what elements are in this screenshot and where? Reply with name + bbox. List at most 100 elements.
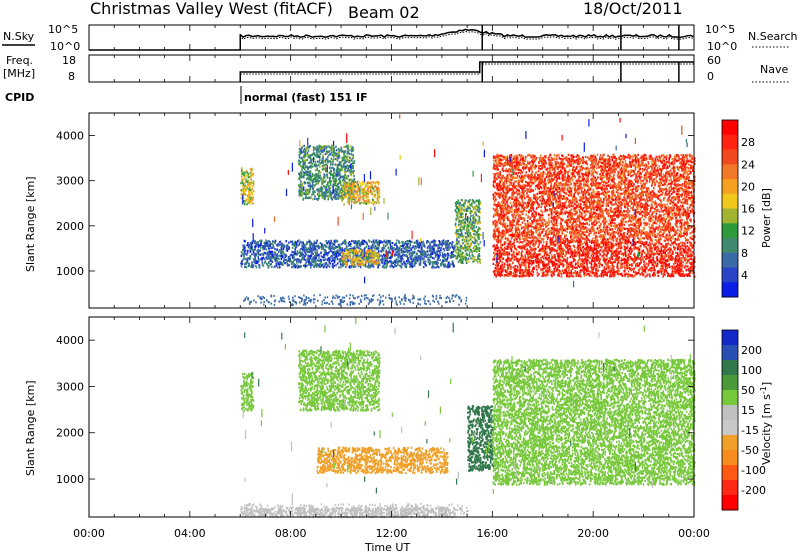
range-cell bbox=[457, 252, 459, 255]
range-cell bbox=[527, 262, 530, 265]
range-cell bbox=[310, 241, 313, 244]
range-cell bbox=[453, 247, 456, 250]
range-cell bbox=[371, 192, 374, 195]
range-cell bbox=[439, 243, 441, 246]
range-cell bbox=[373, 251, 376, 254]
range-cell bbox=[331, 153, 333, 156]
range-cell bbox=[472, 250, 474, 253]
range-cell bbox=[353, 263, 355, 266]
range-cell bbox=[322, 246, 325, 249]
range-cell bbox=[339, 252, 341, 255]
range-cell bbox=[303, 156, 306, 159]
range-cell bbox=[266, 253, 268, 256]
range-cell bbox=[426, 240, 429, 243]
range-cell bbox=[251, 173, 253, 176]
range-cell bbox=[455, 231, 458, 234]
range-cell bbox=[325, 147, 328, 150]
range-cell bbox=[280, 257, 283, 261]
range-cell bbox=[369, 260, 371, 263]
range-cell bbox=[435, 261, 437, 264]
range-cell bbox=[339, 180, 342, 183]
range-cell bbox=[395, 265, 397, 268]
range-cell bbox=[309, 246, 312, 249]
range-cell bbox=[341, 159, 344, 162]
range-cell bbox=[240, 192, 243, 195]
range-cell bbox=[334, 257, 336, 260]
range-cell bbox=[419, 242, 421, 245]
range-cell bbox=[261, 257, 263, 260]
range-cell bbox=[316, 197, 318, 200]
range-cell bbox=[367, 185, 370, 188]
range-cell bbox=[335, 173, 338, 176]
range-cell bbox=[464, 257, 466, 260]
range-cell bbox=[270, 257, 272, 260]
range-cell bbox=[314, 169, 317, 172]
range-cell bbox=[344, 177, 347, 180]
range-cell bbox=[418, 262, 421, 265]
range-cell bbox=[553, 241, 555, 244]
range-cell bbox=[323, 159, 325, 162]
range-cell bbox=[414, 261, 416, 264]
range-cell bbox=[412, 259, 414, 262]
range-cell bbox=[247, 183, 249, 186]
range-cell bbox=[566, 259, 568, 262]
range-cell bbox=[347, 242, 350, 245]
range-cell bbox=[365, 192, 368, 195]
range-cell bbox=[354, 257, 357, 261]
range-cell bbox=[364, 257, 367, 260]
range-cell bbox=[316, 174, 318, 177]
range-cell bbox=[431, 256, 434, 259]
range-cell bbox=[396, 245, 398, 249]
range-cell bbox=[308, 161, 311, 164]
range-cell bbox=[276, 263, 278, 266]
range-cell bbox=[346, 170, 349, 173]
range-cell bbox=[342, 191, 344, 194]
range-cell bbox=[563, 244, 566, 247]
range-cell bbox=[308, 175, 310, 178]
range-cell bbox=[461, 221, 463, 224]
range-cell bbox=[594, 274, 596, 277]
range-cell bbox=[360, 187, 363, 190]
range-cell bbox=[336, 251, 339, 254]
range-cell bbox=[402, 247, 405, 250]
range-cell bbox=[337, 170, 340, 173]
range-cell bbox=[384, 241, 387, 244]
range-cell bbox=[359, 181, 361, 184]
range-cell bbox=[389, 265, 392, 268]
range-cell bbox=[312, 152, 314, 155]
range-cell bbox=[423, 255, 426, 258]
range-cell bbox=[242, 196, 245, 199]
range-cell bbox=[460, 231, 463, 234]
range-cell bbox=[246, 194, 249, 197]
range-cell bbox=[354, 252, 356, 255]
range-cell bbox=[300, 150, 302, 153]
range-cell bbox=[342, 264, 344, 268]
range-cell bbox=[447, 242, 449, 246]
range-cell bbox=[422, 257, 424, 260]
range-cell bbox=[328, 154, 330, 157]
range-cell bbox=[433, 245, 436, 248]
range-cell bbox=[411, 251, 413, 254]
range-cell bbox=[315, 265, 318, 268]
range-cell bbox=[303, 192, 305, 195]
range-cell bbox=[539, 261, 541, 264]
range-cell bbox=[373, 260, 375, 263]
range-cell bbox=[355, 258, 358, 261]
range-cell bbox=[358, 261, 360, 264]
range-cell bbox=[321, 160, 323, 163]
range-cell bbox=[334, 252, 336, 255]
range-cell bbox=[446, 258, 448, 261]
range-cell bbox=[592, 251, 595, 254]
range-cell bbox=[459, 222, 462, 225]
range-cell bbox=[429, 254, 431, 257]
range-cell bbox=[345, 195, 348, 199]
range-cell bbox=[370, 183, 372, 186]
range-cell bbox=[329, 146, 331, 149]
range-cell bbox=[322, 146, 324, 149]
range-cell bbox=[314, 195, 316, 198]
range-cell bbox=[447, 266, 449, 269]
range-cell bbox=[249, 202, 252, 205]
range-cell bbox=[462, 242, 464, 245]
range-cell bbox=[351, 147, 353, 150]
range-cell bbox=[266, 241, 269, 244]
